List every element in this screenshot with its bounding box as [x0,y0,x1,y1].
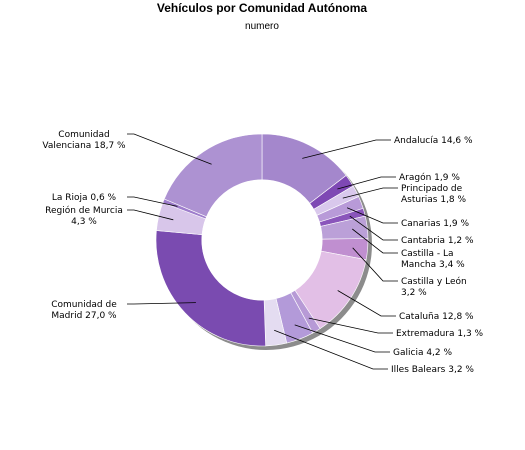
label-illes-balears: Illes Balears 3,2 % [391,365,474,375]
leader-andalucia [302,139,391,159]
label-region-de-murcia: Región de Murcia 4,3 % [45,205,123,227]
label-cantabria: Cantabria 1,2 % [401,236,474,246]
leader-region-de-murcia [127,209,174,221]
label-canarias: Canarias 1,9 % [401,219,469,229]
label-comunidad-de-madrid: Comunidad de Madrid 27,0 % [51,300,117,321]
leader-comunidad-de-madrid [127,302,196,305]
leader-la-rioja [127,196,178,207]
label-la-rioja: La Rioja 0,6 % [52,193,117,203]
leader-castilla-la-mancha [352,228,398,254]
leader-aragon [337,176,396,190]
label-cataluna: Cataluña 12,8 % [399,312,474,322]
label-galicia: Galicia 4,2 % [393,348,452,358]
leader-principado-de-asturias [342,187,398,199]
leader-cataluna [337,290,396,317]
label-extremadura: Extremadura 1,3 % [396,329,484,339]
label-castilla-y-leon: Castilla y León 3,2 % [401,276,467,298]
label-principado-de-asturias: Principado de Asturias 1,8 % [401,184,467,205]
donut-hole [201,179,323,301]
chart-title: Vehículos por Comunidad Autónoma [157,1,368,15]
leader-lines [127,133,398,370]
donut-slices [155,133,369,347]
label-andalucia: Andalucía 14,6 % [394,136,473,146]
leader-canarias [346,207,398,224]
leader-comunidad-valenciana [127,133,212,165]
leader-extremadura [308,317,393,334]
label-castilla-la-mancha: Castilla - La Mancha 3,4 % [401,249,465,270]
label-comunidad-valenciana: Comunidad Valenciana 18,7 % [42,130,126,151]
leader-illes-balears [274,329,388,370]
leader-galicia [294,324,390,353]
leader-cantabria [349,215,398,241]
label-aragon: Aragón 1,9 % [399,172,460,183]
chart-subtitle: numero [245,21,279,32]
leader-castilla-y-leon [352,247,398,282]
slice-labels: Andalucía 14,6 % Aragón 1,9 %Principado d… [42,130,483,375]
